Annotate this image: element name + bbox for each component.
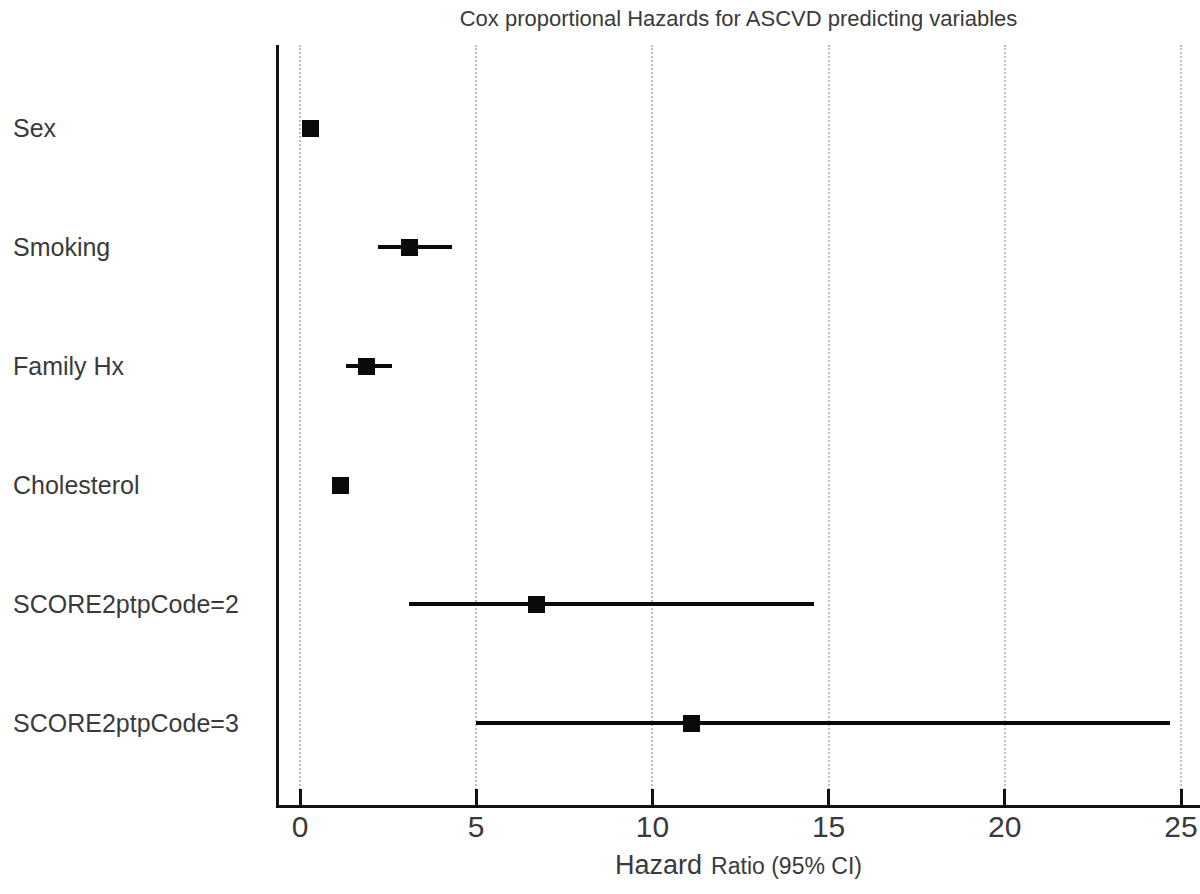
x-axis-tick [475, 789, 478, 805]
x-axis-tick [651, 789, 654, 805]
x-axis-title: Hazard Ratio (95% CI) [277, 850, 1200, 881]
y-axis-line [276, 45, 279, 808]
x-axis-tick-label: 25 [1141, 810, 1200, 844]
x-axis-tick-label: 20 [965, 810, 1045, 844]
x-axis-tick [299, 789, 302, 805]
gridline [1004, 45, 1006, 805]
x-axis-tick [1003, 789, 1006, 805]
y-axis-label: Family Hx [13, 349, 268, 383]
x-axis-title-primary: Hazard [615, 850, 702, 880]
point-estimate-marker [358, 358, 375, 375]
confidence-interval-line [476, 721, 1170, 725]
x-axis-tick [827, 789, 830, 805]
y-axis-label: Sex [13, 111, 268, 145]
gridline [1180, 45, 1182, 805]
gridline [475, 45, 477, 805]
gridline [828, 45, 830, 805]
y-axis-label: SCORE2ptpCode=3 [13, 706, 268, 740]
point-estimate-marker [683, 715, 700, 732]
confidence-interval-line [409, 602, 814, 606]
x-axis-tick [1180, 789, 1183, 805]
x-axis-title-secondary: Ratio (95% CI) [711, 853, 862, 879]
y-axis-label: SCORE2ptpCode=2 [13, 587, 268, 621]
chart-title: Cox proportional Hazards for ASCVD predi… [277, 6, 1200, 32]
point-estimate-marker [401, 239, 418, 256]
x-axis-tick-label: 10 [612, 810, 692, 844]
gridline [299, 45, 301, 805]
x-axis-tick-label: 0 [260, 810, 340, 844]
point-estimate-marker [528, 596, 545, 613]
x-axis-tick-label: 15 [789, 810, 869, 844]
gridline [651, 45, 653, 805]
y-axis-label: Smoking [13, 230, 268, 264]
x-axis-tick-label: 5 [436, 810, 516, 844]
point-estimate-marker [332, 477, 349, 494]
x-axis-line [276, 805, 1200, 808]
point-estimate-marker [302, 120, 319, 137]
forest-plot: Cox proportional Hazards for ASCVD predi… [0, 0, 1200, 894]
y-axis-label: Cholesterol [13, 468, 268, 502]
